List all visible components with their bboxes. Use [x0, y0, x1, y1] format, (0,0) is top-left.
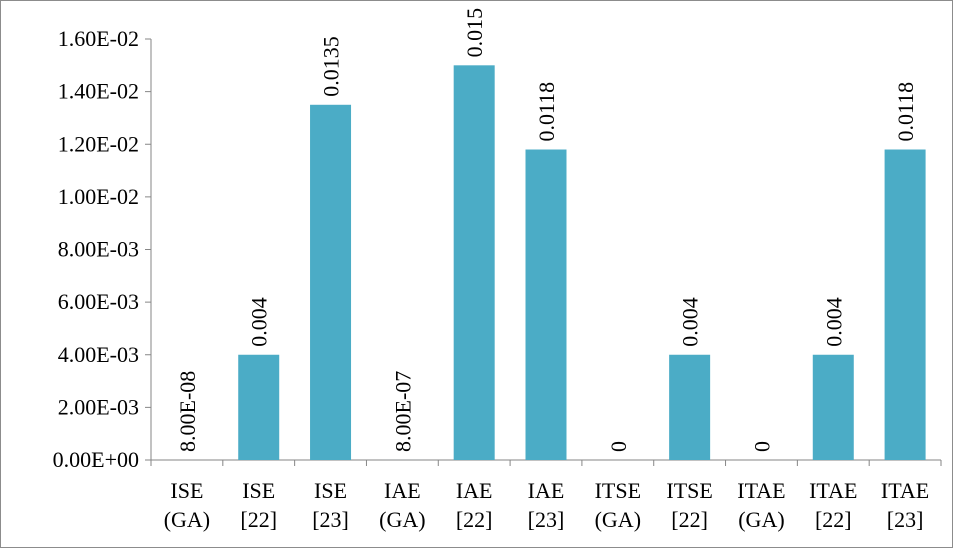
data-label: 0 — [606, 441, 631, 452]
data-label: 0.0135 — [319, 36, 344, 97]
data-label: 0.0118 — [534, 82, 559, 142]
x-tick-label: [23] — [887, 507, 924, 532]
x-tick-label: (GA) — [595, 507, 641, 532]
x-tick-label: (GA) — [738, 507, 784, 532]
y-axis-ticks: 0.00E+00 2.00E-03 4.00E-03 6.00E-03 8.00E-03… — [53, 26, 151, 472]
y-tick-label: 1.60E-02 — [58, 26, 139, 51]
x-tick-label: IAE — [456, 478, 493, 503]
bar — [669, 354, 711, 460]
bar — [812, 354, 854, 460]
y-tick-label: 1.00E-02 — [58, 184, 139, 209]
y-tick-label: 0.00E+00 — [53, 447, 139, 472]
x-tick-label: [22] — [671, 507, 708, 532]
data-label: 0.015 — [462, 8, 487, 58]
x-tick-label: IAE — [384, 478, 421, 503]
x-tick-label: (GA) — [164, 507, 210, 532]
data-label: 8.00E-07 — [390, 371, 415, 452]
x-tick-label: ITAE — [809, 478, 857, 503]
x-axis-labels: ISE (GA) ISE [22] ISE [23] IAE (GA) IAE [22] IAE [2… — [164, 478, 930, 532]
data-label: 0.004 — [247, 297, 272, 347]
x-tick-label: (GA) — [379, 507, 425, 532]
x-tick-label: [22] — [456, 507, 493, 532]
x-tick-label: ITSE — [666, 478, 712, 503]
data-label: 8.00E-08 — [175, 371, 200, 452]
x-tick-label: ITAE — [737, 478, 785, 503]
bar — [453, 65, 495, 460]
x-tick-label: ISE — [314, 478, 347, 503]
data-label: 0.004 — [821, 297, 846, 347]
data-label: 0 — [749, 441, 774, 452]
bar — [884, 149, 926, 460]
data-label: 0.004 — [678, 297, 703, 347]
y-tick-label: 1.20E-02 — [58, 131, 139, 156]
x-tick-label: [22] — [240, 507, 277, 532]
x-tick-label: ISE — [170, 478, 203, 503]
x-tick-label: [23] — [312, 507, 349, 532]
x-tick-label: ISE — [242, 478, 275, 503]
y-tick-label: 8.00E-03 — [58, 237, 139, 262]
bars — [166, 65, 926, 460]
bar — [238, 354, 280, 460]
x-tick-label: ITAE — [881, 478, 929, 503]
data-label: 0.0118 — [893, 82, 918, 142]
y-tick-label: 4.00E-03 — [58, 342, 139, 367]
bar — [310, 104, 352, 460]
bar — [525, 149, 567, 460]
y-tick-label: 1.40E-02 — [58, 79, 139, 104]
y-tick-label: 2.00E-03 — [58, 394, 139, 419]
x-tick-label: ITSE — [595, 478, 641, 503]
x-tick-label: IAE — [528, 478, 565, 503]
x-tick-label: [22] — [815, 507, 852, 532]
y-tick-label: 6.00E-03 — [58, 289, 139, 314]
x-tick-label: [23] — [528, 507, 565, 532]
data-labels: 8.00E-08 0.004 0.0135 8.00E-07 0.015 0.0118 0 0… — [175, 8, 918, 452]
